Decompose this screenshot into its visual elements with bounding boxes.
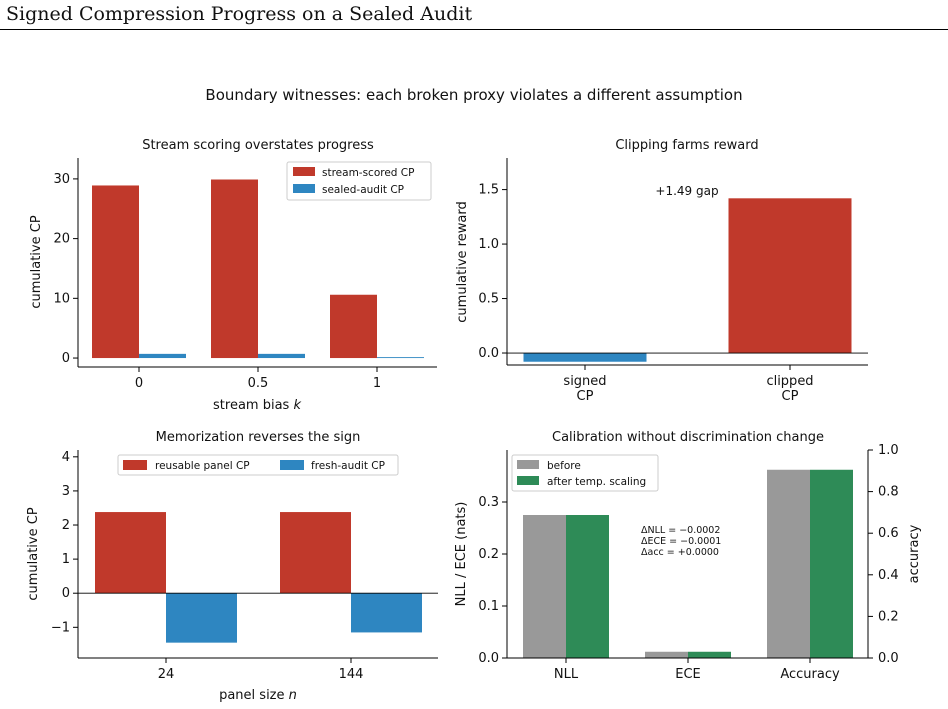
panel-a-legend-swatch-0 xyxy=(293,167,315,176)
xtick-label: 0 xyxy=(135,376,143,391)
ytick-label: 0.5 xyxy=(478,292,499,307)
panel-c-legend-label-0: reusable panel CP xyxy=(155,460,250,472)
xtick-label: 24 xyxy=(158,667,175,682)
y2tick-label: 0.0 xyxy=(878,651,899,666)
ytick-label: 1.5 xyxy=(478,183,499,198)
panel-c-bar-0-0 xyxy=(95,512,166,594)
panel-d-bar-0-1 xyxy=(645,651,688,658)
panel-a: Stream scoring overstates progress 01020… xyxy=(29,138,437,413)
panel-d-ylabel-right: accuracy xyxy=(907,524,922,583)
y2tick-label: 0.2 xyxy=(878,609,899,624)
ytick-label: −1 xyxy=(51,620,70,635)
page-header: Signed Compression Progress on a Sealed … xyxy=(0,0,948,30)
panel-c-bar-1-1 xyxy=(351,593,422,633)
ytick-label: 1 xyxy=(62,552,70,567)
panel-d-legend-label-1: after temp. scaling xyxy=(547,476,646,488)
xtick-label: 0.5 xyxy=(248,376,269,391)
panel-b-bar-0 xyxy=(523,353,647,362)
panel-d-bar-1-0 xyxy=(566,515,609,658)
ytick-label: 0.0 xyxy=(478,346,499,361)
panel-d-title: Calibration without discrimination chang… xyxy=(552,430,824,445)
xtick-label: clipped CP xyxy=(766,374,813,404)
xtick-label: ECE xyxy=(675,667,701,682)
y2tick-label: 0.8 xyxy=(878,485,899,500)
panel-d-bar-0-0 xyxy=(523,515,566,658)
panel-b-bar-1 xyxy=(728,198,852,354)
panel-d-bar-1-1 xyxy=(688,651,731,658)
panel-c-legend-swatch-1 xyxy=(280,460,304,470)
panel-a-bar-0-1 xyxy=(211,179,258,359)
ytick-label: 0 xyxy=(62,586,70,601)
panel-b-ylabel: cumulative reward xyxy=(455,201,470,322)
figure-suptitle: Boundary witnesses: each broken proxy vi… xyxy=(205,86,742,104)
ytick-label: 2 xyxy=(62,518,70,533)
panel-b-title: Clipping farms reward xyxy=(615,138,758,153)
xtick-label: 1 xyxy=(373,376,381,391)
panel-d-legend-swatch-0 xyxy=(517,460,539,469)
panel-c-bar-1-0 xyxy=(166,593,237,643)
y2tick-label: 0.6 xyxy=(878,526,899,541)
panel-a-legend: stream-scored CP sealed-audit CP xyxy=(286,161,432,201)
panel-d-legend-swatch-1 xyxy=(517,476,539,485)
ytick-label: 4 xyxy=(62,450,70,465)
ytick-label: 3 xyxy=(62,484,70,499)
panel-a-legend-swatch-1 xyxy=(293,184,315,193)
panel-a-bar-1-0 xyxy=(139,353,186,359)
ytick-label: 0.3 xyxy=(478,495,499,510)
ytick-label: 0.2 xyxy=(478,547,499,562)
panel-c-title: Memorization reverses the sign xyxy=(156,430,361,445)
panel-d-legend-label-0: before xyxy=(547,460,581,472)
panel-a-bar-0-0 xyxy=(92,185,139,359)
panel-d-bar-0-2 xyxy=(767,469,810,658)
panel-b: Clipping farms reward 0.0 0.5 1.0 1.5 signe… xyxy=(455,138,868,404)
panel-a-legend-label-0: stream-scored CP xyxy=(322,167,414,179)
panel-a-title: Stream scoring overstates progress xyxy=(142,138,374,153)
ytick-label: 1.0 xyxy=(478,237,499,252)
ytick-label: 0 xyxy=(62,351,70,366)
panel-c-ylabel: cumulative CP xyxy=(26,507,41,600)
panel-d-legend: before after temp. scaling xyxy=(511,454,659,492)
ytick-label: 30 xyxy=(53,172,70,187)
xtick-label: signed CP xyxy=(563,374,606,404)
panel-d-annotation: ΔNLL = −0.0002 xyxy=(641,525,720,536)
xtick-label: NLL xyxy=(554,667,579,682)
ytick-label: 10 xyxy=(53,291,70,306)
panel-c-legend-swatch-0 xyxy=(123,460,147,470)
panel-d-bar-1-2 xyxy=(810,469,853,658)
ytick-label: 20 xyxy=(53,232,70,247)
panel-a-bar-1-1 xyxy=(258,353,305,359)
panel-c-legend: reusable panel CP fresh-audit CP xyxy=(117,454,399,476)
panel-d: Calibration without discrimination chang… xyxy=(454,430,922,682)
panel-b-annotation: +1.49 gap xyxy=(655,184,718,198)
ytick-label: 0.0 xyxy=(478,651,499,666)
panel-d-annotation: ΔECE = −0.0001 xyxy=(641,536,721,547)
y2tick-label: 0.4 xyxy=(878,568,899,583)
ytick-label: 0.1 xyxy=(478,599,499,614)
xtick-label: 144 xyxy=(339,667,364,682)
panel-a-xlabel: stream bias k xyxy=(213,398,301,413)
xtick-label: Accuracy xyxy=(780,667,840,682)
panel-a-bar-0-2 xyxy=(330,294,377,359)
panel-a-bar-1-2 xyxy=(377,357,424,359)
y2tick-label: 1.0 xyxy=(878,443,899,458)
panel-c: Memorization reverses the sign −1 0 1 2 3 4 2… xyxy=(26,430,438,703)
panel-c-bar-0-1 xyxy=(280,512,351,594)
panel-c-legend-label-1: fresh-audit CP xyxy=(311,460,385,472)
panel-c-xlabel: panel size n xyxy=(219,688,297,703)
panel-d-annotation: Δacc = +0.0000 xyxy=(641,547,719,558)
panel-a-ylabel: cumulative CP xyxy=(29,215,44,308)
panel-a-legend-label-1: sealed-audit CP xyxy=(322,184,404,196)
page-title: Signed Compression Progress on a Sealed … xyxy=(6,3,473,25)
panel-d-ylabel: NLL / ECE (nats) xyxy=(454,502,469,607)
